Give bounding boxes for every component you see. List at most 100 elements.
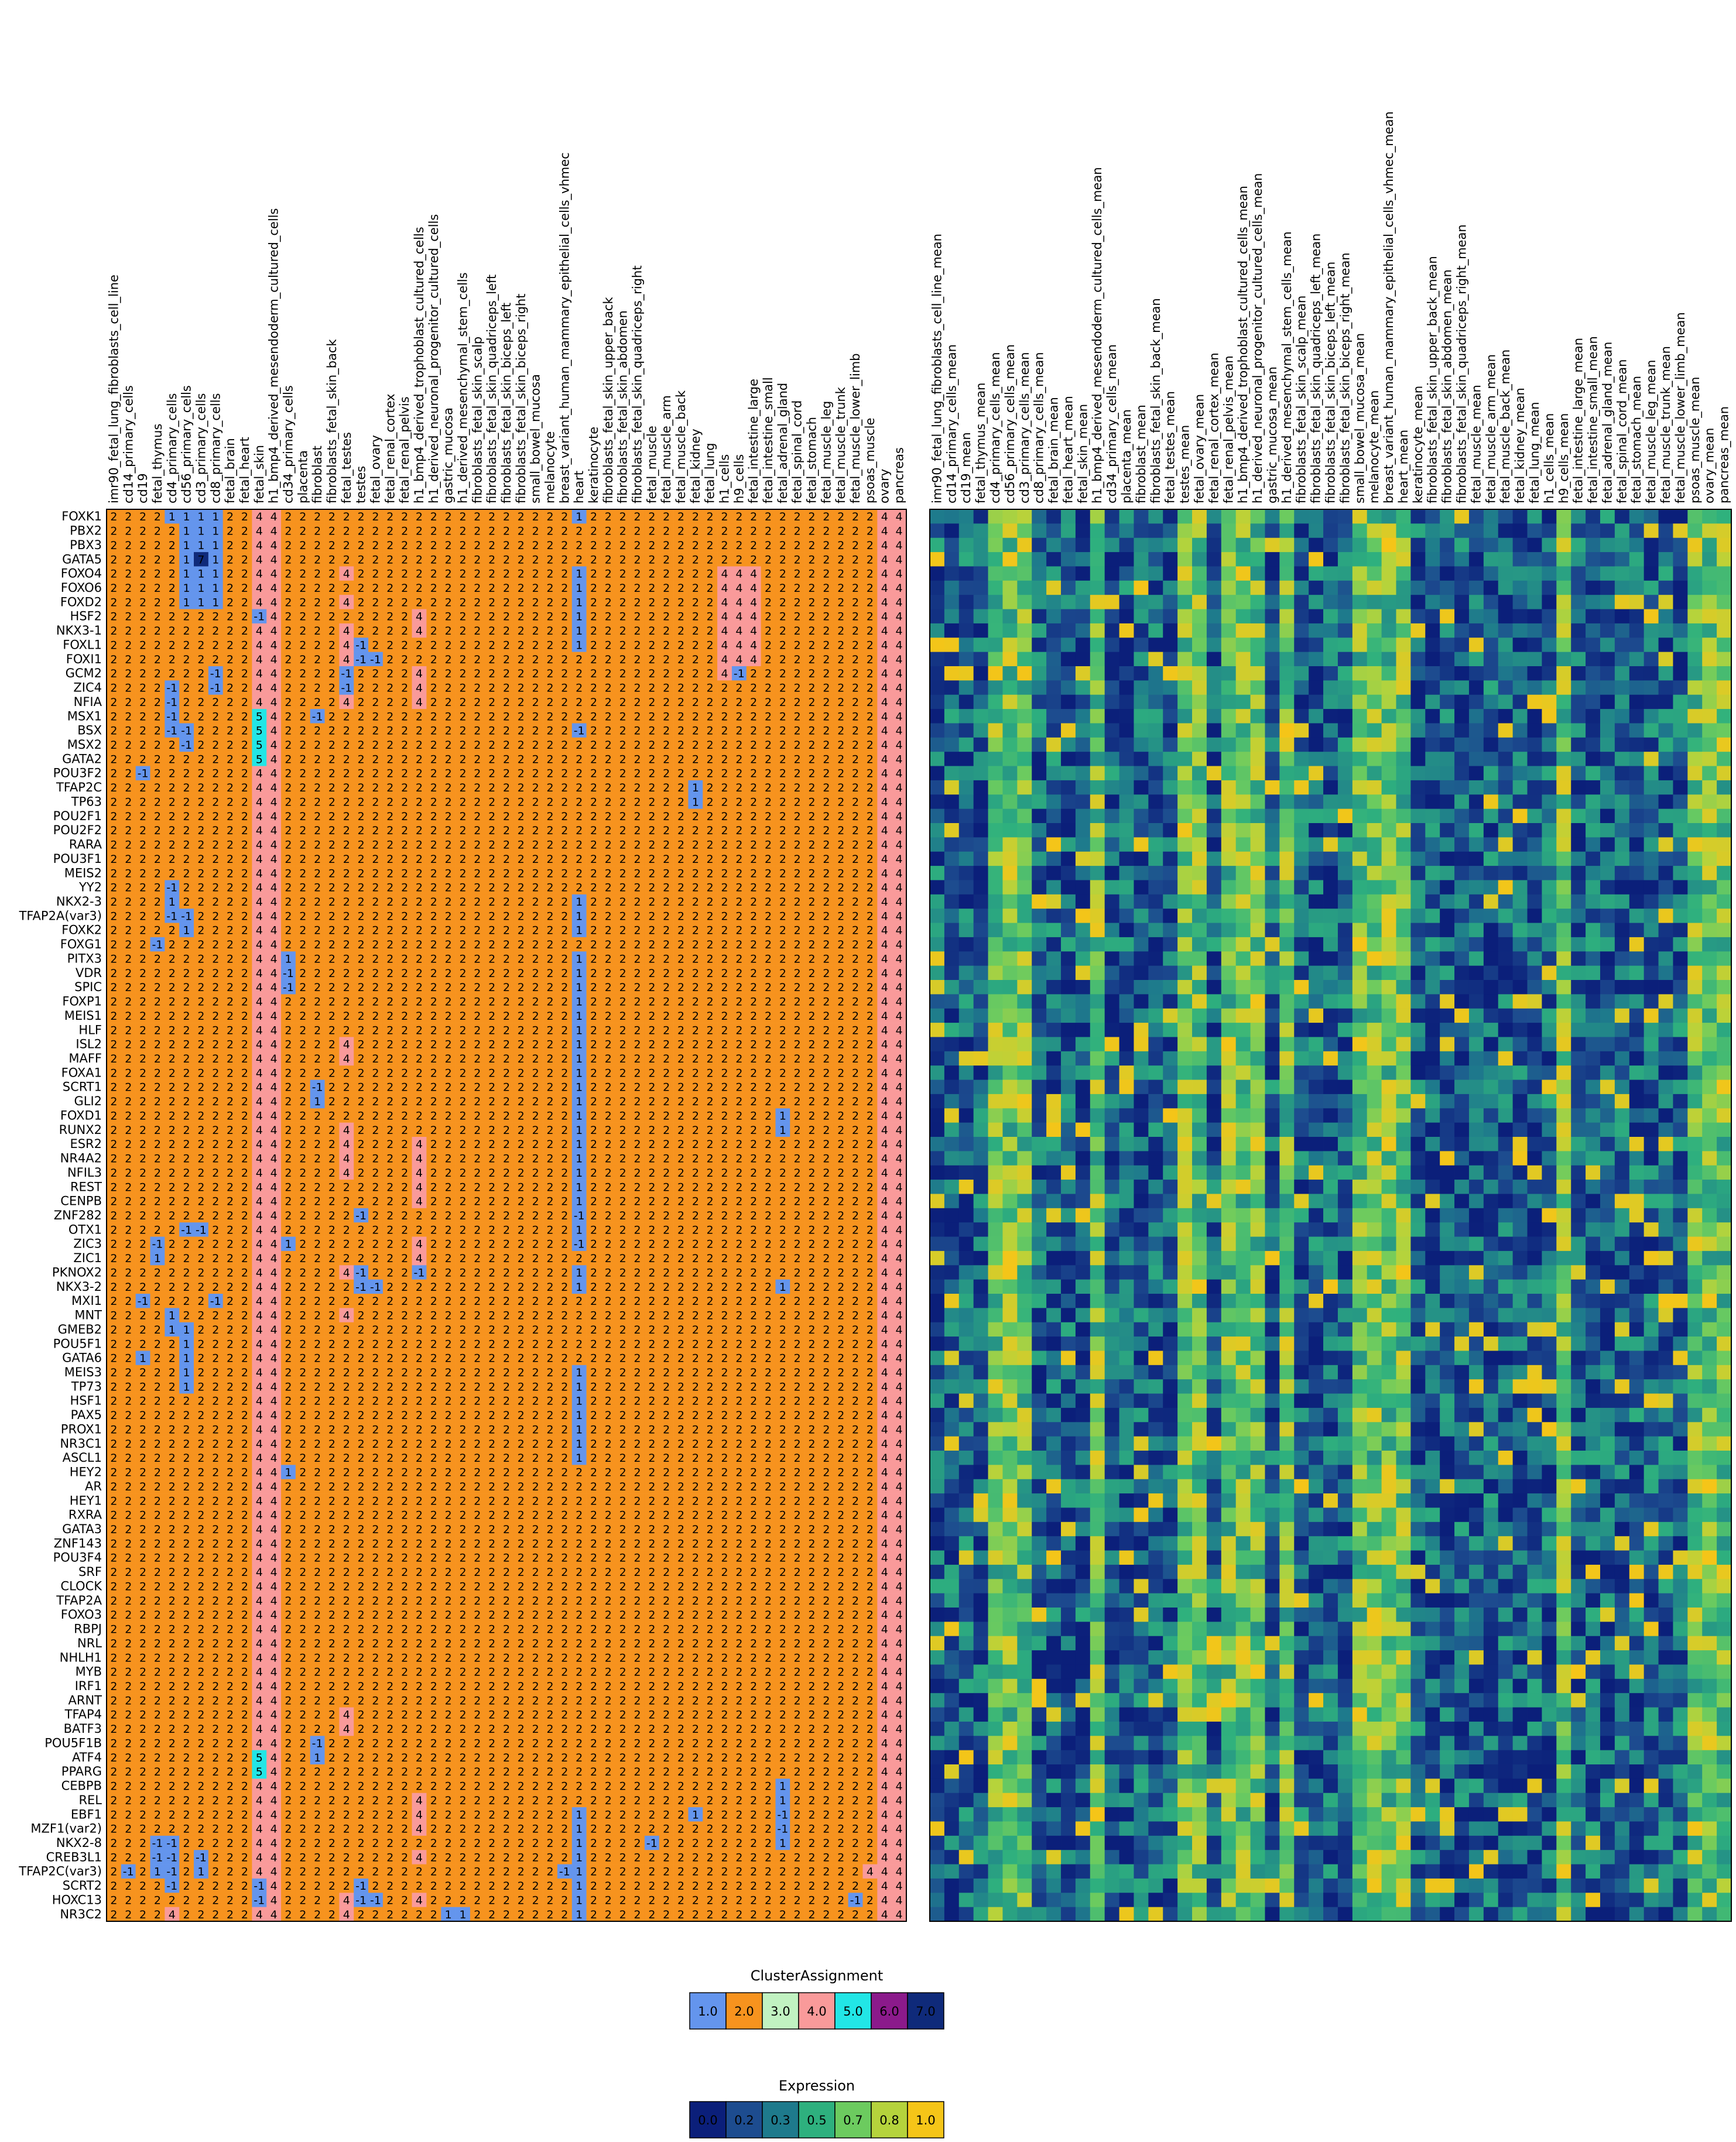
cluster-cell-label: 2 xyxy=(634,553,641,566)
cluster-cell-label: 2 xyxy=(663,525,670,538)
cluster-cell-label: 2 xyxy=(241,582,248,595)
cluster-cell-label: 2 xyxy=(605,981,612,994)
cluster-cell-label: 2 xyxy=(459,910,466,923)
cluster-cell-label: 2 xyxy=(867,553,874,566)
cluster-cell-label: 2 xyxy=(183,710,190,723)
cluster-cell-label: 2 xyxy=(169,796,176,808)
cluster-cell-label: 2 xyxy=(183,839,190,852)
cluster-cell-label: 2 xyxy=(459,696,466,709)
cluster-cell-label: 2 xyxy=(154,510,161,523)
cluster-cell-label: 2 xyxy=(867,938,874,951)
cluster-cell-label: 2 xyxy=(532,1109,539,1122)
cluster-cell-label: 2 xyxy=(794,1039,801,1051)
cluster-cell-label: 2 xyxy=(227,753,234,766)
cluster-cell-label: 2 xyxy=(663,1024,670,1037)
cluster-cell-label: 2 xyxy=(125,910,132,923)
row-label: POU3F4 xyxy=(53,1551,102,1565)
cluster-cell-label: 2 xyxy=(343,1095,350,1108)
cluster-cell-label: 2 xyxy=(721,924,728,937)
cluster-cell-label: 2 xyxy=(692,653,699,666)
cluster-cell-label: 2 xyxy=(735,510,742,523)
cluster-cell-label: 2 xyxy=(634,568,641,581)
row-label: GLI2 xyxy=(74,1094,102,1108)
cluster-cell-label: 2 xyxy=(358,510,365,523)
cluster-cell-label: 2 xyxy=(299,539,306,552)
cluster-cell-label: 2 xyxy=(430,1039,437,1051)
cluster-cell-label: 2 xyxy=(605,667,612,680)
cluster-cell-label: 2 xyxy=(677,553,684,566)
cluster-cell-label: 2 xyxy=(110,568,117,581)
cluster-cell-label: 4 xyxy=(256,896,263,909)
cluster-cell-label: 2 xyxy=(779,839,786,852)
cluster-cell-label: 2 xyxy=(154,639,161,652)
cluster-cell-label: 2 xyxy=(212,810,219,823)
cluster-cell-label: 2 xyxy=(241,767,248,780)
cluster-cell-label: 2 xyxy=(488,525,495,538)
cluster-cell-label: 2 xyxy=(546,938,553,951)
cluster-cell-label: 2 xyxy=(634,810,641,823)
cluster-cell-label: 2 xyxy=(241,653,248,666)
cluster-cell-label: 2 xyxy=(794,967,801,980)
cluster-cell-label: 1 xyxy=(576,582,583,595)
cluster-cell-label: 2 xyxy=(139,582,146,595)
cluster-cell-label: 2 xyxy=(561,981,568,994)
cluster-cell-label: 2 xyxy=(139,1039,146,1051)
cluster-cell-label: 4 xyxy=(881,525,888,538)
cluster-cell-label: 2 xyxy=(430,1067,437,1079)
cluster-cell-label: 4 xyxy=(721,582,728,595)
cluster-cell xyxy=(833,509,848,524)
cluster-cell-label: 2 xyxy=(197,981,204,994)
cluster-cell-label: 2 xyxy=(561,739,568,752)
cluster-cell-label: 2 xyxy=(328,525,335,538)
cluster-cell-label: 2 xyxy=(750,767,757,780)
cluster-cell-label: 2 xyxy=(605,753,612,766)
cluster-cell-label: 2 xyxy=(605,582,612,595)
cluster-cell-label: 2 xyxy=(328,1109,335,1122)
cluster-cell-label: 2 xyxy=(459,739,466,752)
cluster-cell-label: 2 xyxy=(779,753,786,766)
cluster-cell-label: 2 xyxy=(735,1067,742,1079)
cluster-cell-label: 2 xyxy=(837,1109,844,1122)
cluster-cell-label: 2 xyxy=(503,981,510,994)
cluster-cell-label: 2 xyxy=(532,796,539,808)
cluster-cell-label: 2 xyxy=(750,996,757,1009)
row-label: GMEB2 xyxy=(58,1322,102,1336)
cluster-cell-label: 2 xyxy=(125,625,132,638)
cluster-cell-label: 2 xyxy=(241,867,248,880)
cluster-cell-label: 2 xyxy=(416,653,423,666)
cluster-cell-label: 2 xyxy=(634,725,641,738)
cluster-cell-label: 2 xyxy=(648,568,655,581)
cluster-cell-label: 2 xyxy=(169,810,176,823)
cluster-cell-label: 2 xyxy=(735,710,742,723)
cluster-cell xyxy=(252,509,267,524)
cluster-cell-label: 2 xyxy=(358,1053,365,1065)
cluster-cell-label: 2 xyxy=(721,810,728,823)
cluster-cell-label: 2 xyxy=(314,981,321,994)
cluster-cell-label: 2 xyxy=(765,1053,772,1065)
cluster-cell-label: 2 xyxy=(430,996,437,1009)
cluster-cell xyxy=(441,509,456,524)
cluster-cell-label: 2 xyxy=(692,810,699,823)
cluster-cell-label: 2 xyxy=(721,696,728,709)
cluster-cell-label: 2 xyxy=(677,653,684,666)
cluster-cell-label: 2 xyxy=(299,1138,306,1151)
cluster-cell-label: 2 xyxy=(299,611,306,623)
cluster-cell-label: 2 xyxy=(663,625,670,638)
cluster-cell-label: 2 xyxy=(416,839,423,852)
cluster-cell-label: 2 xyxy=(518,568,525,581)
cluster-cell-label: -1 xyxy=(152,938,163,951)
cluster-cell-label: 2 xyxy=(459,639,466,652)
cluster-cell-label: 1 xyxy=(183,539,190,552)
cluster-cell-label: 2 xyxy=(401,739,408,752)
cluster-cell-label: 2 xyxy=(197,910,204,923)
cluster-cell-label: 2 xyxy=(488,839,495,852)
cluster-cell-label: 2 xyxy=(750,739,757,752)
cluster-cell-label: 2 xyxy=(619,853,626,866)
cluster-cell xyxy=(107,537,122,553)
cluster-cell-label: 2 xyxy=(546,853,553,866)
cluster-cell-label: 2 xyxy=(212,625,219,638)
cluster-cell-label: 2 xyxy=(823,938,830,951)
cluster-cell-label: 2 xyxy=(794,996,801,1009)
cluster-cell-label: 2 xyxy=(401,682,408,695)
cluster-cell-label: 2 xyxy=(518,810,525,823)
